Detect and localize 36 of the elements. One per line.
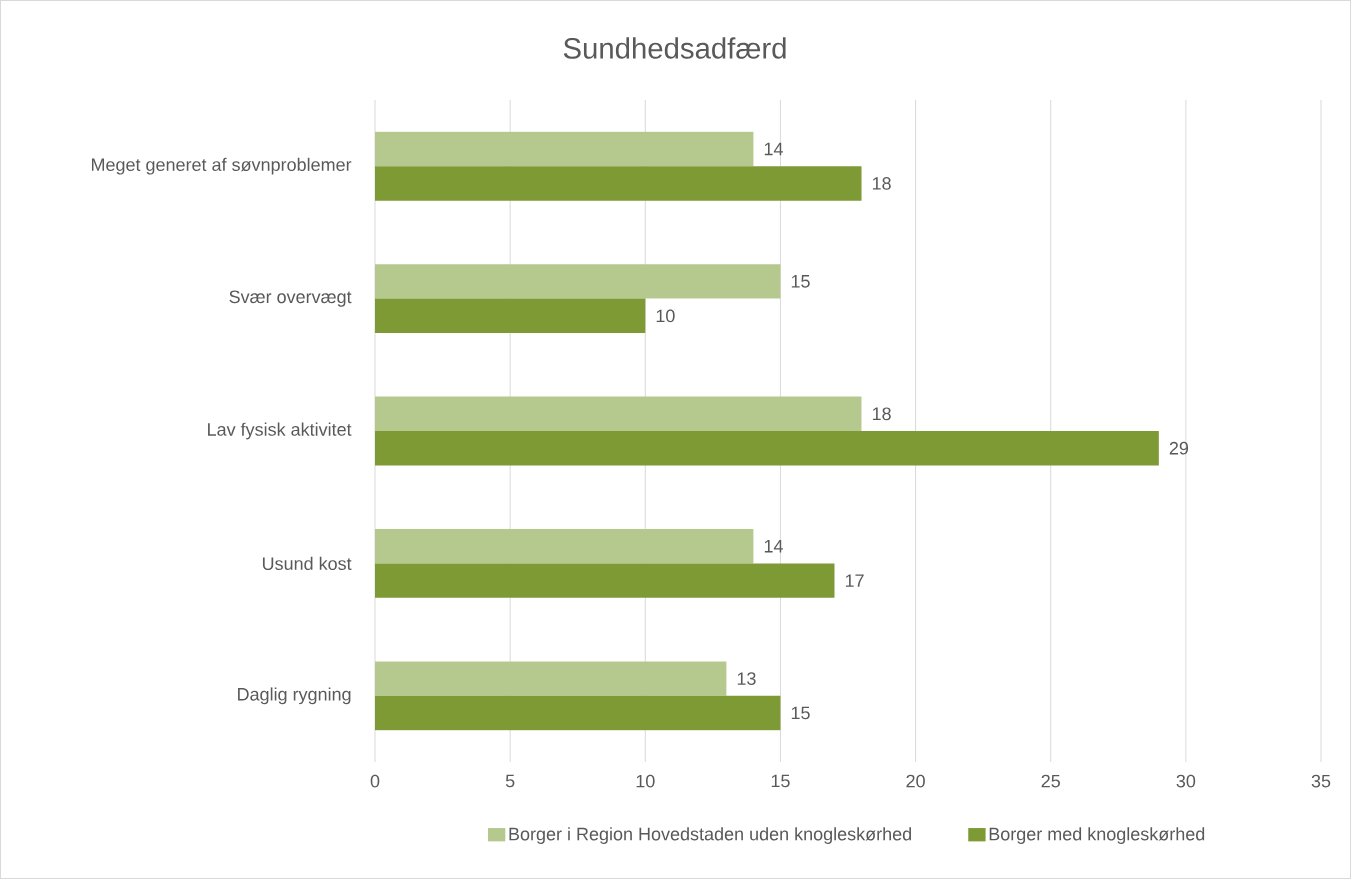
x-tick-label: 0 [370, 774, 380, 788]
bar [375, 131, 754, 167]
data-label: 18 [872, 407, 891, 421]
bar [375, 166, 862, 201]
bar [375, 431, 1159, 466]
data-label: 17 [845, 574, 864, 587]
x-tick-label: 25 [1041, 774, 1060, 788]
x-tick-label: 20 [906, 774, 925, 788]
x-tick-label: 15 [771, 774, 790, 788]
x-tick-label: 10 [636, 774, 655, 788]
data-label: 18 [872, 177, 891, 190]
legend-label: Borger i Region Hovedstaden uden knogleskørhed [509, 827, 911, 844]
y-tick-label: Svær overvægt [229, 290, 352, 307]
bar [375, 264, 781, 299]
data-label: 29 [1169, 441, 1189, 455]
data-label: 15 [791, 275, 810, 288]
bar [375, 563, 835, 598]
data-label: 10 [656, 309, 675, 323]
bar [375, 298, 646, 334]
y-tick-label: Usund kost [262, 556, 352, 571]
bar [375, 695, 781, 731]
chart-title: Sundhedsadfærd [563, 37, 786, 59]
data-label: 14 [764, 142, 783, 156]
data-label: 14 [764, 540, 783, 553]
x-tick-label: 5 [505, 774, 515, 788]
x-tick-label: 30 [1176, 774, 1196, 788]
data-label: 13 [737, 672, 756, 685]
y-tick-label: Lav fysisk aktivitet [208, 422, 352, 440]
data-label: 15 [791, 706, 810, 720]
bar [375, 661, 727, 696]
x-tick-label: 35 [1311, 774, 1331, 788]
legend-label: Borger med knogleskørhed [989, 827, 1205, 844]
bar [375, 528, 754, 564]
bar [375, 396, 862, 431]
y-tick-label: Daglig rygning [238, 687, 351, 705]
y-tick-label: Meget generet af søvnproblemer [91, 157, 352, 175]
